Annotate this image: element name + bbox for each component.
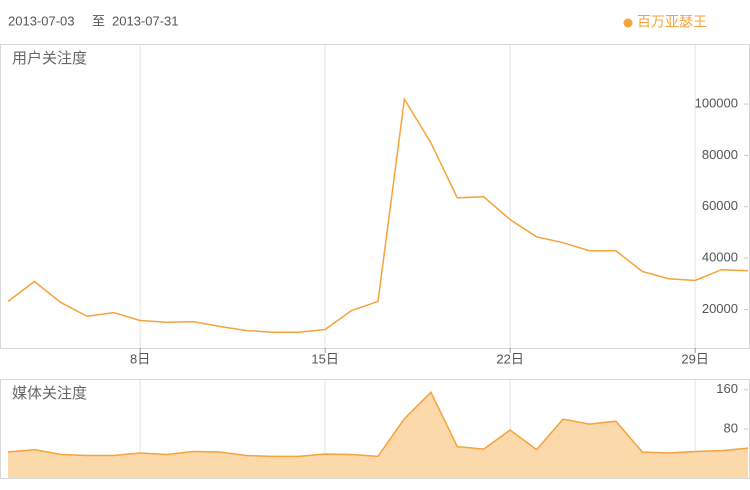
y-tick-label: 100000 [695, 95, 738, 110]
legend-label: 百万亚瑟王 [637, 14, 707, 30]
x-tick-label: 29日 [681, 351, 708, 366]
y-tick-label: 160 [716, 381, 738, 396]
y-tick-label: 20000 [702, 301, 738, 316]
y-tick-label: 60000 [702, 198, 738, 213]
chart-title: 媒体关注度 [12, 385, 87, 402]
line [7, 96, 749, 334]
x-tick-label: 15日 [311, 351, 338, 366]
date-separator: 至 [92, 13, 105, 28]
x-tick-label: 22日 [496, 351, 523, 366]
y-tick-label: 40000 [702, 250, 738, 265]
y-tick-label: 80000 [702, 147, 738, 162]
area [8, 392, 748, 478]
date-start: 2013-07-03 [8, 13, 75, 28]
legend-marker [623, 18, 633, 28]
y-tick-label: 80 [724, 420, 738, 435]
line [7, 391, 749, 458]
chart-title: 用户关注度 [12, 50, 87, 67]
date-end: 2013-07-31 [112, 13, 179, 28]
x-tick-label: 8日 [130, 351, 150, 366]
